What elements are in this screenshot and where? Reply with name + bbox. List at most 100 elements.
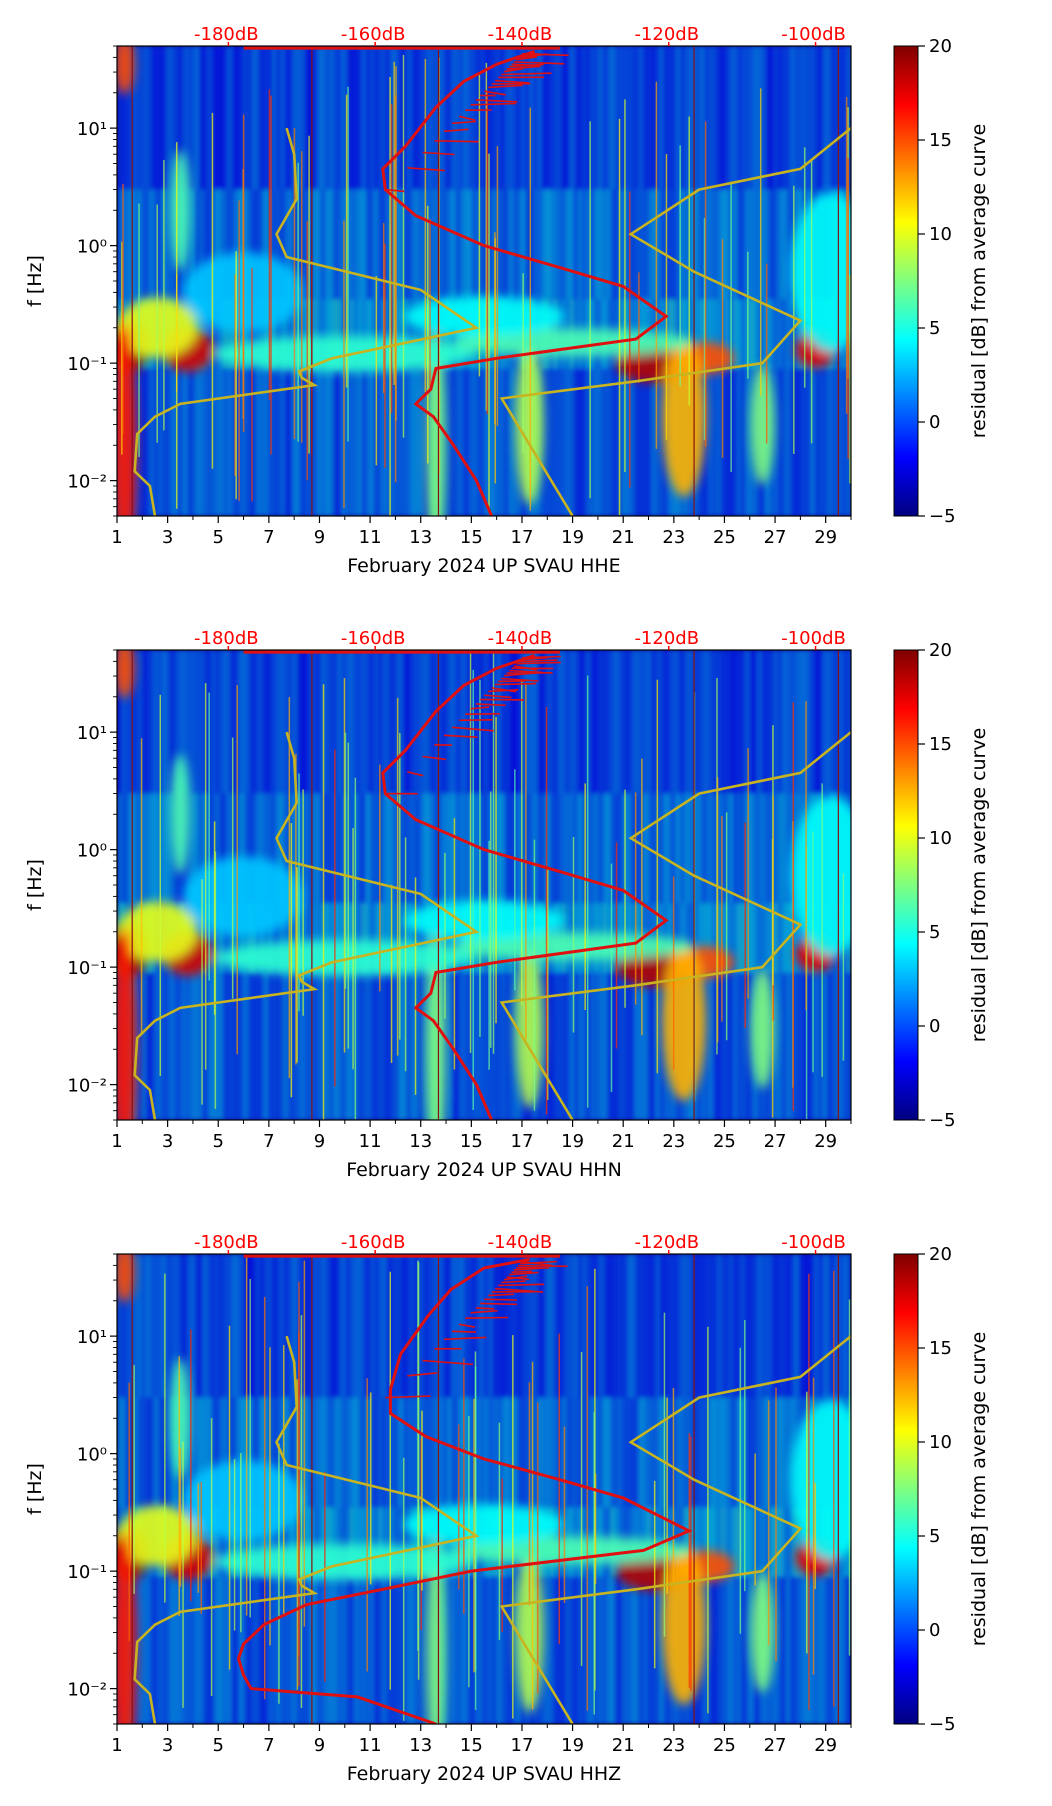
- y-tick-label: 10¹: [77, 119, 107, 140]
- x-tick-label: 21: [612, 1131, 635, 1152]
- colorbar-tick-label: 15: [929, 130, 952, 151]
- y-axis: 10⁻² 10⁻¹ 10⁰ 10¹: [67, 45, 117, 517]
- colorbar-label: residual [dB] from average curve: [968, 728, 990, 1043]
- x-tick-label: 21: [612, 1735, 635, 1756]
- x-tick-label: 15: [460, 1131, 483, 1152]
- x-tick-label: 27: [764, 1735, 787, 1756]
- db-label: -140dB: [488, 628, 553, 649]
- x-axis-label: February 2024 UP SVAU HHE: [347, 555, 620, 577]
- y-axis-label: f [Hz]: [24, 1463, 46, 1515]
- nlnm-fuzz: [385, 52, 569, 193]
- nlnm-fuzz: [385, 1260, 568, 1399]
- db-label: -120dB: [634, 628, 699, 649]
- x-tick-label: 17: [511, 1131, 534, 1152]
- y-tick-label: 10⁻¹: [67, 354, 107, 375]
- reference-lines: [131, 650, 839, 1120]
- db-label: -180dB: [194, 628, 259, 649]
- db-scale-labels: -180dB -160dB -140dB -120dB -100dB: [194, 1232, 846, 1254]
- y-tick-label: 10⁻¹: [67, 1562, 107, 1583]
- y-axis: 10⁻² 10⁻¹ 10⁰ 10¹: [67, 649, 117, 1121]
- colorbar-tick-label: 15: [929, 1338, 952, 1359]
- x-tick-label: 27: [764, 527, 787, 548]
- colorbar-tick-label: −5: [929, 1110, 956, 1131]
- nlnm-curve: [243, 650, 669, 1120]
- colorbar-label: residual [dB] from average curve: [968, 1332, 990, 1647]
- colorbar-tick-label: 10: [929, 224, 952, 245]
- colorbar-label: residual [dB] from average curve: [968, 124, 990, 439]
- colorbar-gradient: [893, 1253, 919, 1725]
- colorbar: 20 15 10 5 0 −5 residual [dB] from average cu…: [893, 1244, 990, 1735]
- nhnm-curve: [133, 731, 851, 1120]
- x-tick-label: 11: [359, 1735, 382, 1756]
- panel-hhn: 1 3 5 7 9 11 13 15 17 19 21 23 25 27 29 10⁻²10⁻¹10⁰10¹…: [24, 628, 990, 1181]
- x-tick-label: 3: [162, 527, 173, 548]
- x-tick-label: 29: [814, 527, 837, 548]
- y-axis: 10⁻² 10⁻¹ 10⁰ 10¹: [67, 1253, 117, 1725]
- noise-model-curves: [133, 1254, 851, 1724]
- db-label: -100dB: [781, 24, 846, 45]
- panel-hhz: 1 3 5 7 9 11 13 15 17 19 21 23 25 27 29 10⁻²10⁻¹10⁰10¹…: [24, 1232, 990, 1785]
- x-axis: 1 3 5 7 9 11 13 15 17 19 21 23 25 27 29: [111, 1120, 852, 1152]
- x-tick-label: 5: [213, 1735, 224, 1756]
- noise-model-curves: [133, 46, 851, 516]
- x-tick-label: 19: [561, 1735, 584, 1756]
- db-label: -180dB: [194, 24, 259, 45]
- x-tick-label: 25: [713, 527, 736, 548]
- x-tick-label: 29: [814, 1735, 837, 1756]
- colorbar-tick-label: 0: [929, 1620, 940, 1641]
- x-tick-label: 7: [263, 527, 274, 548]
- colorbar-gradient: [893, 649, 919, 1121]
- x-tick-label: 27: [764, 1131, 787, 1152]
- y-axis-label: f [Hz]: [24, 255, 46, 307]
- db-scale-labels: -180dB -160dB -140dB -120dB -100dB: [194, 628, 846, 650]
- y-tick-label: 10¹: [77, 723, 107, 744]
- y-tick-label: 10⁰: [77, 841, 107, 862]
- x-tick-label: 9: [314, 1735, 325, 1756]
- x-tick-label: 13: [409, 1131, 432, 1152]
- x-tick-label: 19: [561, 1131, 584, 1152]
- colorbar: 20 15 10 5 0 −5 residual [dB] from average cu…: [893, 36, 990, 527]
- db-label: -160dB: [341, 1232, 406, 1253]
- x-tick-label: 13: [409, 1735, 432, 1756]
- x-tick-label: 17: [511, 1735, 534, 1756]
- y-tick-label: 10⁻²: [67, 1076, 107, 1097]
- db-label: -160dB: [341, 628, 406, 649]
- x-tick-label: 25: [713, 1131, 736, 1152]
- x-tick-label: 5: [213, 527, 224, 548]
- colorbar-tick-label: 0: [929, 1016, 940, 1037]
- colorbar-tick-label: 15: [929, 734, 952, 755]
- y-tick-label: 10¹: [77, 1327, 107, 1348]
- noise-model-curves: [133, 650, 851, 1120]
- db-scale-labels: -180dB -160dB -140dB -120dB -100dB: [194, 24, 846, 46]
- colorbar-tick-label: 0: [929, 412, 940, 433]
- db-label: -100dB: [781, 628, 846, 649]
- x-tick-label: 11: [359, 1131, 382, 1152]
- x-tick-label: 25: [713, 1735, 736, 1756]
- x-tick-label: 1: [111, 527, 122, 548]
- reference-lines: [131, 1254, 839, 1724]
- x-axis-label: February 2024 UP SVAU HHN: [346, 1159, 622, 1181]
- db-label: -180dB: [194, 1232, 259, 1253]
- nlnm-curve: [243, 46, 669, 516]
- x-tick-label: 29: [814, 1131, 837, 1152]
- db-label: -160dB: [341, 24, 406, 45]
- x-tick-label: 1: [111, 1131, 122, 1152]
- x-tick-label: 3: [162, 1735, 173, 1756]
- colorbar-tick-label: 20: [929, 640, 952, 661]
- x-axis-label: February 2024 UP SVAU HHZ: [347, 1763, 621, 1785]
- x-tick-label: 9: [314, 1131, 325, 1152]
- colorbar-tick-label: 5: [929, 318, 940, 339]
- x-tick-label: 23: [662, 527, 685, 548]
- y-tick-label: 10⁻¹: [67, 958, 107, 979]
- x-tick-label: 19: [561, 527, 584, 548]
- nlnm-fuzz: [385, 655, 561, 795]
- panel-hhe: 1 3 5 7 9 11 13 15 17 19 21 23 25 27 29 10⁻²10⁻¹10⁰10¹…: [24, 24, 990, 577]
- colorbar-tick-label: 5: [929, 922, 940, 943]
- x-tick-label: 9: [314, 527, 325, 548]
- colorbar-tick-label: 10: [929, 1432, 952, 1453]
- x-tick-label: 17: [511, 527, 534, 548]
- colorbar-tick-label: 20: [929, 1244, 952, 1265]
- heatmap: [117, 46, 851, 516]
- x-tick-label: 7: [263, 1131, 274, 1152]
